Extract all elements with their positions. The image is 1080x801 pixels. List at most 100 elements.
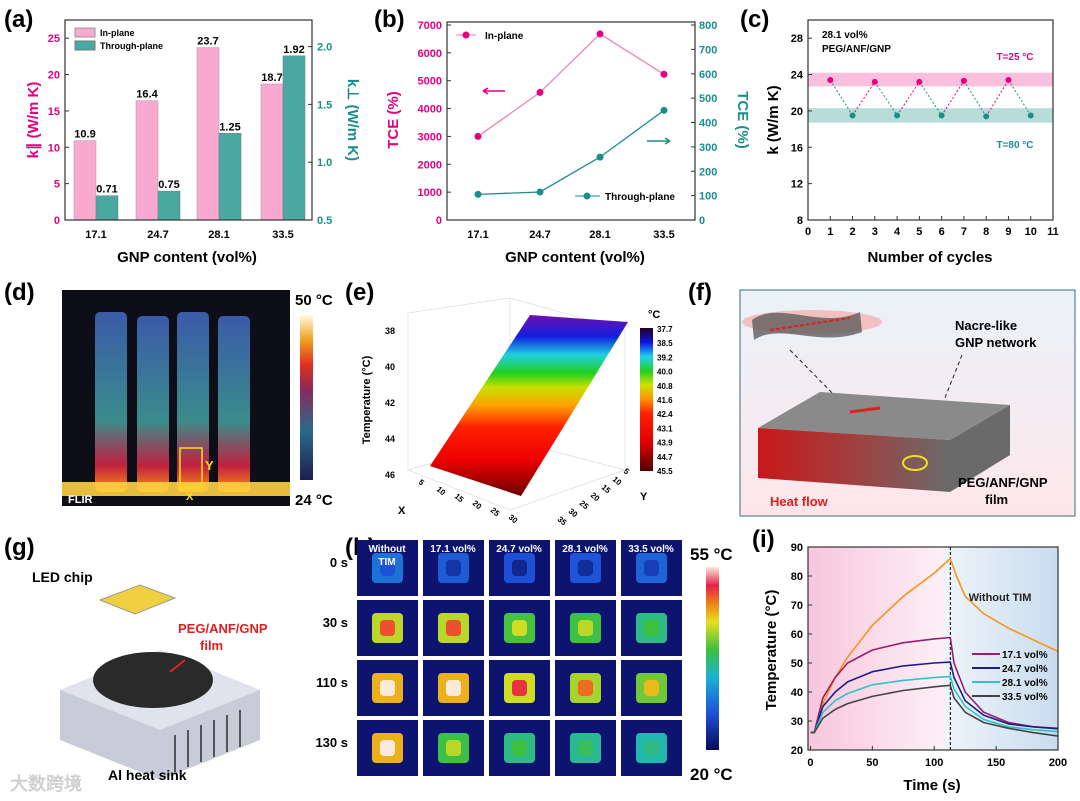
through-plane-line xyxy=(477,109,665,196)
y-right-tick-label: 0.5 xyxy=(317,215,332,227)
colorbar-tick-label: 44.7 xyxy=(657,453,673,462)
colorbar-tick-label: 39.2 xyxy=(657,353,673,362)
y-right-tick-label: 200 xyxy=(699,166,717,178)
panel-e-3d-surface: Temperature (°C) X Y °C 3840424446510152… xyxy=(361,297,673,528)
y-tick-label: 0 xyxy=(436,215,442,227)
x-axis-title: Time (s) xyxy=(903,777,960,794)
heat-sink-fins xyxy=(174,710,241,772)
through-plane-point xyxy=(660,106,668,114)
y-tick-label: 20 xyxy=(791,745,803,757)
band-label: T=25 °C xyxy=(996,52,1033,63)
x-tick-label: 1 xyxy=(827,226,833,238)
temperature-surface xyxy=(430,315,628,496)
y-right-tick-label: 0 xyxy=(699,215,705,227)
panel-labels: (a) (b) (c) (d) (e) (f) (g) (h) (i) xyxy=(4,6,775,561)
colorbar-max: 55 °C xyxy=(690,545,733,564)
led-hotspot-core xyxy=(578,740,593,756)
y-tick-label: 90 xyxy=(791,542,803,554)
film-label-2: film xyxy=(200,638,223,653)
x-tick-label: 7 xyxy=(961,226,967,238)
x-tick-label: 3 xyxy=(872,226,878,238)
hot-base xyxy=(62,482,290,496)
y-right-tick-label: 400 xyxy=(699,118,717,130)
cycle-segment xyxy=(829,79,853,116)
y-right-tick-label: 1.0 xyxy=(317,157,332,169)
x-tick-label: 15 xyxy=(453,492,466,505)
x-tick-label: 5 xyxy=(417,478,427,488)
legend-swatch-in-plane xyxy=(74,27,96,38)
bar-in-plane xyxy=(196,47,220,221)
panel-label-f: (f) xyxy=(688,279,712,306)
cycle-point xyxy=(871,78,878,85)
x-tick-label: 20 xyxy=(471,499,484,512)
colorbar-tick-label: 43.1 xyxy=(657,424,673,433)
y-tick-label: 15 xyxy=(48,106,60,118)
data-label: 0.71 xyxy=(96,184,117,196)
x-tick-label: 25 xyxy=(489,506,502,519)
x-tick-label: 5 xyxy=(916,226,922,238)
band-label: T=80 °C xyxy=(996,140,1033,151)
panel-f-schematic: Nacre-like GNP network Heat flow PEG/ANF… xyxy=(739,289,1076,517)
heat-arrow-icon xyxy=(849,406,881,414)
y-tick-label: 35 xyxy=(556,515,569,528)
x-tick-label: 50 xyxy=(866,757,878,769)
y-tick-label: 40 xyxy=(791,687,803,699)
data-label: 16.4 xyxy=(136,89,158,101)
legend-label: In-plane xyxy=(485,31,524,42)
y-tick-label: 5 xyxy=(622,467,632,477)
cycle-segment xyxy=(852,81,876,116)
panel-label-e: (e) xyxy=(345,279,374,306)
arrow-left-icon xyxy=(482,87,505,95)
colorbar-tick-label: 40.0 xyxy=(657,368,673,377)
data-label: 1.25 xyxy=(219,121,240,133)
y-tick-label: 30 xyxy=(567,507,580,520)
cycle-point xyxy=(1027,112,1034,119)
roi-box xyxy=(179,447,203,489)
x-tick-label: 33.5 xyxy=(653,229,674,241)
y-axis-title: Temperature (°C) xyxy=(763,590,780,711)
colorbar-tick-label: 37.7 xyxy=(657,325,673,334)
y-tick-label: 25 xyxy=(578,499,591,512)
colorbar-tick-label: 43.9 xyxy=(657,439,673,448)
y-tick-label: 3000 xyxy=(418,131,442,143)
y-right-tick-label: 100 xyxy=(699,191,717,203)
z-axis-title: Temperature (°C) xyxy=(361,355,373,444)
panel-g-led-schematic: LED chip PEG/ANF/GNP film Al heat sink xyxy=(32,569,268,783)
y-tick-label: 20 xyxy=(791,106,803,118)
y-right-tick-label: 800 xyxy=(699,20,717,32)
legend-label: Through-plane xyxy=(605,192,675,203)
x-tick-label: 24.7 xyxy=(529,229,550,241)
bar-through-plane xyxy=(282,55,306,221)
y-tick-label: 70 xyxy=(791,600,803,612)
chart-a-thermal-conductivity: GNP content (vol%) k∥ (W/m K) k⊥ (W/m K)… xyxy=(25,19,361,266)
led-hotspot-core xyxy=(446,620,461,636)
legend-label: In-plane xyxy=(100,28,135,38)
column-header: TIM xyxy=(378,557,395,568)
data-label: 10.9 xyxy=(74,129,95,141)
z-tick-label: 44 xyxy=(385,434,395,444)
legend-marker xyxy=(462,31,470,39)
column-header: 24.7 vol% xyxy=(496,544,542,555)
bar-in-plane xyxy=(73,140,97,221)
colorbar-tick-label: 45.5 xyxy=(657,467,673,476)
in-plane-point xyxy=(596,30,604,38)
colorbar-tick-label: 41.6 xyxy=(657,396,673,405)
x-tick-label: 28.1 xyxy=(208,229,229,241)
legend-label: 33.5 vol% xyxy=(1002,692,1048,703)
chart-b-tce: GNP content (vol%) TCE (%) TCE (%) 01000… xyxy=(385,20,751,266)
colorbar-tick-label: 40.8 xyxy=(657,382,673,391)
bar-in-plane xyxy=(260,83,284,221)
in-plane-line xyxy=(477,33,665,137)
y-right-tick-label: 700 xyxy=(699,44,717,56)
y-tick-label: 12 xyxy=(791,179,803,191)
plot-background xyxy=(808,547,1058,750)
legend-swatch-through-plane xyxy=(74,40,96,51)
x-tick-label: 150 xyxy=(987,757,1005,769)
y-tick-label: 5000 xyxy=(418,76,442,88)
bar-through-plane xyxy=(95,195,119,221)
cycle-point xyxy=(938,112,945,119)
y-tick-label: 8 xyxy=(797,215,803,227)
x-axis-title: GNP content (vol%) xyxy=(117,249,257,266)
panel-label-b: (b) xyxy=(374,6,405,33)
